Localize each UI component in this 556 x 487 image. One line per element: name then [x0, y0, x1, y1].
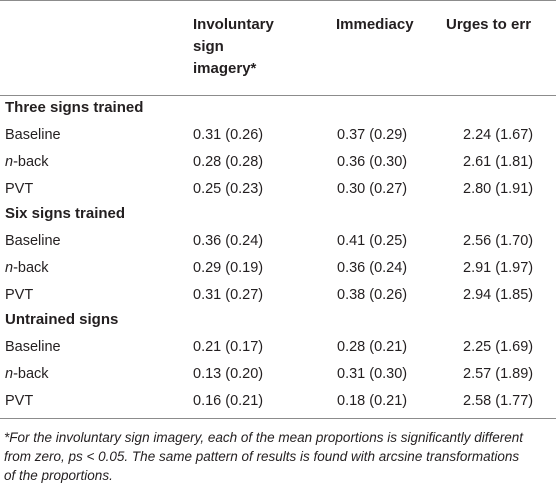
row-label-italic: n — [5, 366, 14, 382]
cell-imagery: 0.31 (0.27) — [193, 287, 264, 303]
row-label-rest: -back — [13, 260, 49, 276]
row-label: Baseline — [5, 127, 61, 143]
header-line: sign — [193, 38, 224, 55]
header-immediacy: Immediacy — [336, 16, 414, 33]
cell-immediacy: 0.18 (0.21) — [337, 393, 408, 409]
table-row: PVT 0.25 (0.23) 0.30 (0.27) 2.80 (1.91) — [0, 178, 556, 200]
table-row: n-back 0.13 (0.20) 0.31 (0.30) 2.57 (1.8… — [0, 363, 556, 385]
cell-immediacy: 0.30 (0.27) — [337, 181, 408, 197]
cell-imagery: 0.29 (0.19) — [193, 260, 264, 276]
cell-urges: 2.94 (1.85) — [463, 287, 534, 303]
section-title: Untrained signs — [5, 311, 119, 328]
row-label: Baseline — [5, 233, 61, 249]
table-row: Baseline 0.31 (0.26) 0.37 (0.29) 2.24 (1… — [0, 124, 556, 146]
header-involuntary-sign-imagery: Involuntary sign imagery* — [193, 14, 333, 80]
cell-imagery: 0.36 (0.24) — [193, 233, 264, 249]
table-row: n-back 0.29 (0.19) 0.36 (0.24) 2.91 (1.9… — [0, 257, 556, 279]
bottom-rule — [0, 418, 556, 419]
cell-urges: 2.25 (1.69) — [463, 339, 534, 355]
cell-imagery: 0.31 (0.26) — [193, 127, 264, 143]
row-label: PVT — [5, 181, 34, 197]
table-row: PVT 0.31 (0.27) 0.38 (0.26) 2.94 (1.85) — [0, 284, 556, 306]
cell-immediacy: 0.31 (0.30) — [337, 366, 408, 382]
row-label: PVT — [5, 393, 34, 409]
cell-imagery: 0.13 (0.20) — [193, 366, 264, 382]
section-title: Three signs trained — [5, 99, 144, 116]
header-rule — [0, 95, 556, 96]
cell-urges: 2.91 (1.97) — [463, 260, 534, 276]
section-title: Six signs trained — [5, 205, 126, 222]
footnote-line: from zero, ps < 0.05. The same pattern o… — [4, 449, 520, 464]
row-label-italic: n — [5, 154, 14, 170]
row-label-rest: -back — [13, 154, 49, 170]
footnote-line: *For the involuntary sign imagery, each … — [4, 430, 524, 445]
cell-urges: 2.80 (1.91) — [463, 181, 534, 197]
cell-immediacy: 0.36 (0.30) — [337, 154, 408, 170]
row-label: PVT — [5, 287, 34, 303]
table-row: n-back 0.28 (0.28) 0.36 (0.30) 2.61 (1.8… — [0, 151, 556, 173]
row-label-rest: -back — [13, 366, 49, 382]
cell-urges: 2.61 (1.81) — [463, 154, 534, 170]
row-label: n-back — [5, 151, 49, 173]
header-line: imagery* — [193, 60, 257, 77]
row-label-italic: n — [5, 260, 14, 276]
cell-imagery: 0.25 (0.23) — [193, 181, 264, 197]
table-row: Baseline 0.21 (0.17) 0.28 (0.21) 2.25 (1… — [0, 336, 556, 358]
table-row: Baseline 0.36 (0.24) 0.41 (0.25) 2.56 (1… — [0, 230, 556, 252]
table-row: PVT 0.16 (0.21) 0.18 (0.21) 2.58 (1.77) — [0, 390, 556, 412]
row-label: n-back — [5, 257, 49, 279]
row-label: Baseline — [5, 339, 61, 355]
cell-immediacy: 0.37 (0.29) — [337, 127, 408, 143]
cell-imagery: 0.16 (0.21) — [193, 393, 264, 409]
cell-urges: 2.58 (1.77) — [463, 393, 534, 409]
row-label: n-back — [5, 363, 49, 385]
footnote-line: of the proportions. — [4, 468, 113, 483]
top-rule — [0, 0, 556, 1]
cell-imagery: 0.21 (0.17) — [193, 339, 264, 355]
cell-urges: 2.24 (1.67) — [463, 127, 534, 143]
cell-urges: 2.56 (1.70) — [463, 233, 534, 249]
cell-immediacy: 0.28 (0.21) — [337, 339, 408, 355]
header-urges-to-err: Urges to err — [446, 16, 532, 33]
cell-immediacy: 0.41 (0.25) — [337, 233, 408, 249]
cell-imagery: 0.28 (0.28) — [193, 154, 264, 170]
cell-immediacy: 0.38 (0.26) — [337, 287, 408, 303]
cell-immediacy: 0.36 (0.24) — [337, 260, 408, 276]
header-line: Involuntary — [193, 16, 274, 33]
cell-urges: 2.57 (1.89) — [463, 366, 534, 382]
table-footnote: *For the involuntary sign imagery, each … — [4, 428, 552, 485]
